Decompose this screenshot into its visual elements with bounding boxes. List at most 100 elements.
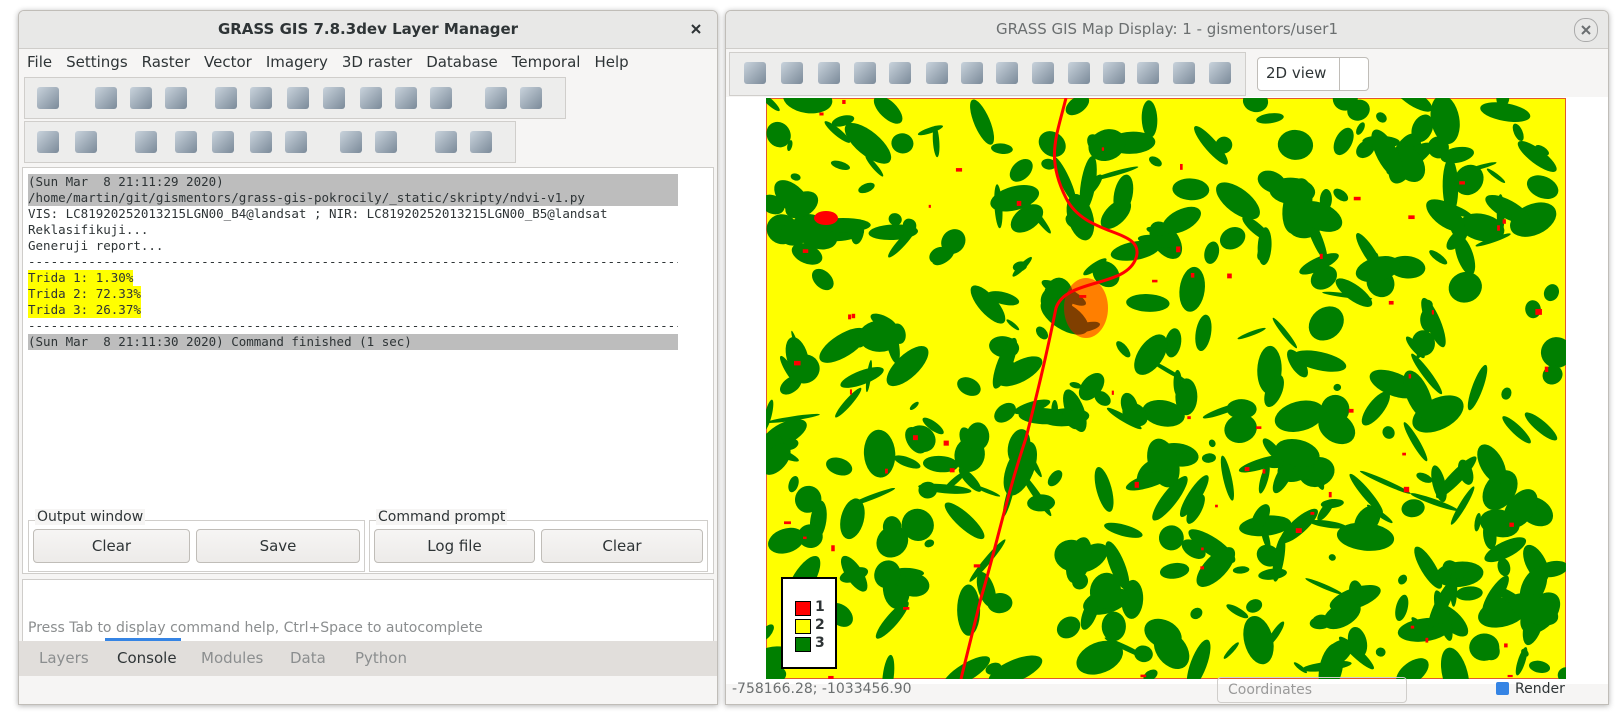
- toolbar-button[interactable]: [37, 131, 59, 153]
- map-feature: [1309, 616, 1332, 630]
- map-feature: [1402, 452, 1406, 456]
- toolbar-button[interactable]: [75, 131, 97, 153]
- toolbar-button[interactable]: [889, 62, 911, 84]
- map-feature: [766, 443, 791, 475]
- map-feature: [1244, 467, 1250, 472]
- map-feature: [1535, 308, 1542, 315]
- toolbar-button[interactable]: [818, 62, 840, 84]
- map-feature: [1153, 630, 1190, 670]
- toolbar-button[interactable]: [215, 87, 237, 109]
- toolbar-button[interactable]: [926, 62, 948, 84]
- menu-item[interactable]: Help: [594, 53, 629, 71]
- toolbar-button[interactable]: [375, 131, 397, 153]
- close-button[interactable]: [685, 18, 707, 40]
- toolbar-button[interactable]: [435, 131, 457, 153]
- toolbar-button[interactable]: [37, 87, 59, 109]
- toolbar-button[interactable]: [95, 87, 117, 109]
- menu-item[interactable]: Vector: [204, 53, 252, 71]
- map-feature: [1474, 635, 1500, 661]
- toolbar-button[interactable]: [961, 62, 983, 84]
- map-feature: [1356, 122, 1365, 135]
- map-feature: [1436, 612, 1450, 624]
- map-feature: [987, 592, 1013, 614]
- console-line: (Sun Mar 8 21:11:30 2020) Command finish…: [28, 334, 678, 350]
- toolbar-button[interactable]: [360, 87, 382, 109]
- toolbar-button[interactable]: [430, 87, 452, 109]
- map-feature: [1260, 523, 1271, 551]
- map-feature: [1181, 539, 1206, 559]
- toolbar-button[interactable]: [1068, 62, 1090, 84]
- toolbar-button[interactable]: [212, 131, 234, 153]
- menu-item[interactable]: Settings: [66, 53, 128, 71]
- map-feature: [885, 468, 888, 474]
- menu-item[interactable]: 3D raster: [341, 53, 413, 71]
- toolbar-button[interactable]: [135, 131, 157, 153]
- toolbar-button[interactable]: [520, 87, 542, 109]
- map-feature: [1094, 467, 1114, 512]
- toolbar-button[interactable]: [744, 62, 766, 84]
- toolbar-button[interactable]: [287, 87, 309, 109]
- toolbar-button[interactable]: [340, 131, 362, 153]
- map-feature: [909, 401, 919, 410]
- map-feature: [987, 291, 1020, 306]
- toolbar-button[interactable]: [1137, 62, 1159, 84]
- button[interactable]: Clear: [33, 529, 190, 563]
- toolbar-button[interactable]: [1032, 62, 1054, 84]
- button[interactable]: Log file: [374, 529, 535, 563]
- group-label: Command prompt: [376, 509, 508, 525]
- toolbar-button[interactable]: [323, 87, 345, 109]
- toolbar-button[interactable]: [250, 131, 272, 153]
- map-feature: [1204, 241, 1220, 264]
- view-selector[interactable]: 2D view: [1257, 57, 1369, 91]
- tab[interactable]: Modules: [201, 649, 264, 667]
- toolbar-button[interactable]: [250, 87, 272, 109]
- group-label: Output window: [35, 509, 146, 525]
- button[interactable]: Clear: [541, 529, 703, 563]
- button[interactable]: Save: [196, 529, 360, 563]
- map-feature: [1428, 579, 1456, 628]
- map-feature: [766, 121, 791, 148]
- map-feature: [1041, 158, 1057, 170]
- view-mode: 2D view: [1266, 64, 1327, 82]
- close-button[interactable]: [1574, 18, 1598, 42]
- toolbar-button[interactable]: [1103, 62, 1125, 84]
- toolbar-button[interactable]: [165, 87, 187, 109]
- map-feature: [1305, 578, 1343, 595]
- command-input[interactable]: Press Tab to display command help, Ctrl+…: [22, 579, 714, 643]
- menu-item[interactable]: Imagery: [265, 53, 328, 71]
- map-feature: [943, 656, 991, 679]
- map-feature: [1512, 123, 1524, 142]
- tab[interactable]: Data: [290, 649, 326, 667]
- console-line: ----------------------------------------…: [28, 254, 678, 269]
- map-feature: [1105, 541, 1130, 591]
- map-feature: [819, 112, 824, 116]
- menu-item[interactable]: File: [27, 53, 53, 71]
- status-selector[interactable]: Coordinates: [1217, 677, 1407, 703]
- toolbar-button[interactable]: [285, 131, 307, 153]
- toolbar-button[interactable]: [854, 62, 876, 84]
- toolbar-button[interactable]: [395, 87, 417, 109]
- toolbar-button[interactable]: [470, 131, 492, 153]
- menu-item[interactable]: Raster: [141, 53, 191, 71]
- toolbar-button[interactable]: [485, 87, 507, 109]
- toolbar-button[interactable]: [1173, 62, 1195, 84]
- map-feature: [830, 160, 850, 171]
- map-feature: [1186, 639, 1211, 679]
- toolbar-button[interactable]: [996, 62, 1018, 84]
- map-canvas[interactable]: 1 2 3: [726, 97, 1608, 684]
- map-feature: [959, 98, 1139, 679]
- toolbar-button[interactable]: [1209, 62, 1231, 84]
- render-checkbox[interactable]: Render: [1496, 681, 1565, 697]
- tab[interactable]: Layers: [39, 649, 89, 667]
- tab[interactable]: Python: [355, 649, 407, 667]
- map-feature: [1142, 399, 1185, 427]
- toolbar-button[interactable]: [130, 87, 152, 109]
- toolbar-button[interactable]: [175, 131, 197, 153]
- map-feature: [1104, 522, 1143, 538]
- map-feature: [970, 99, 995, 145]
- menu-item[interactable]: Database: [426, 53, 498, 71]
- map-feature: [1257, 242, 1271, 261]
- toolbar-button[interactable]: [781, 62, 803, 84]
- menu-item[interactable]: Temporal: [511, 53, 581, 71]
- tab[interactable]: Console: [117, 649, 177, 667]
